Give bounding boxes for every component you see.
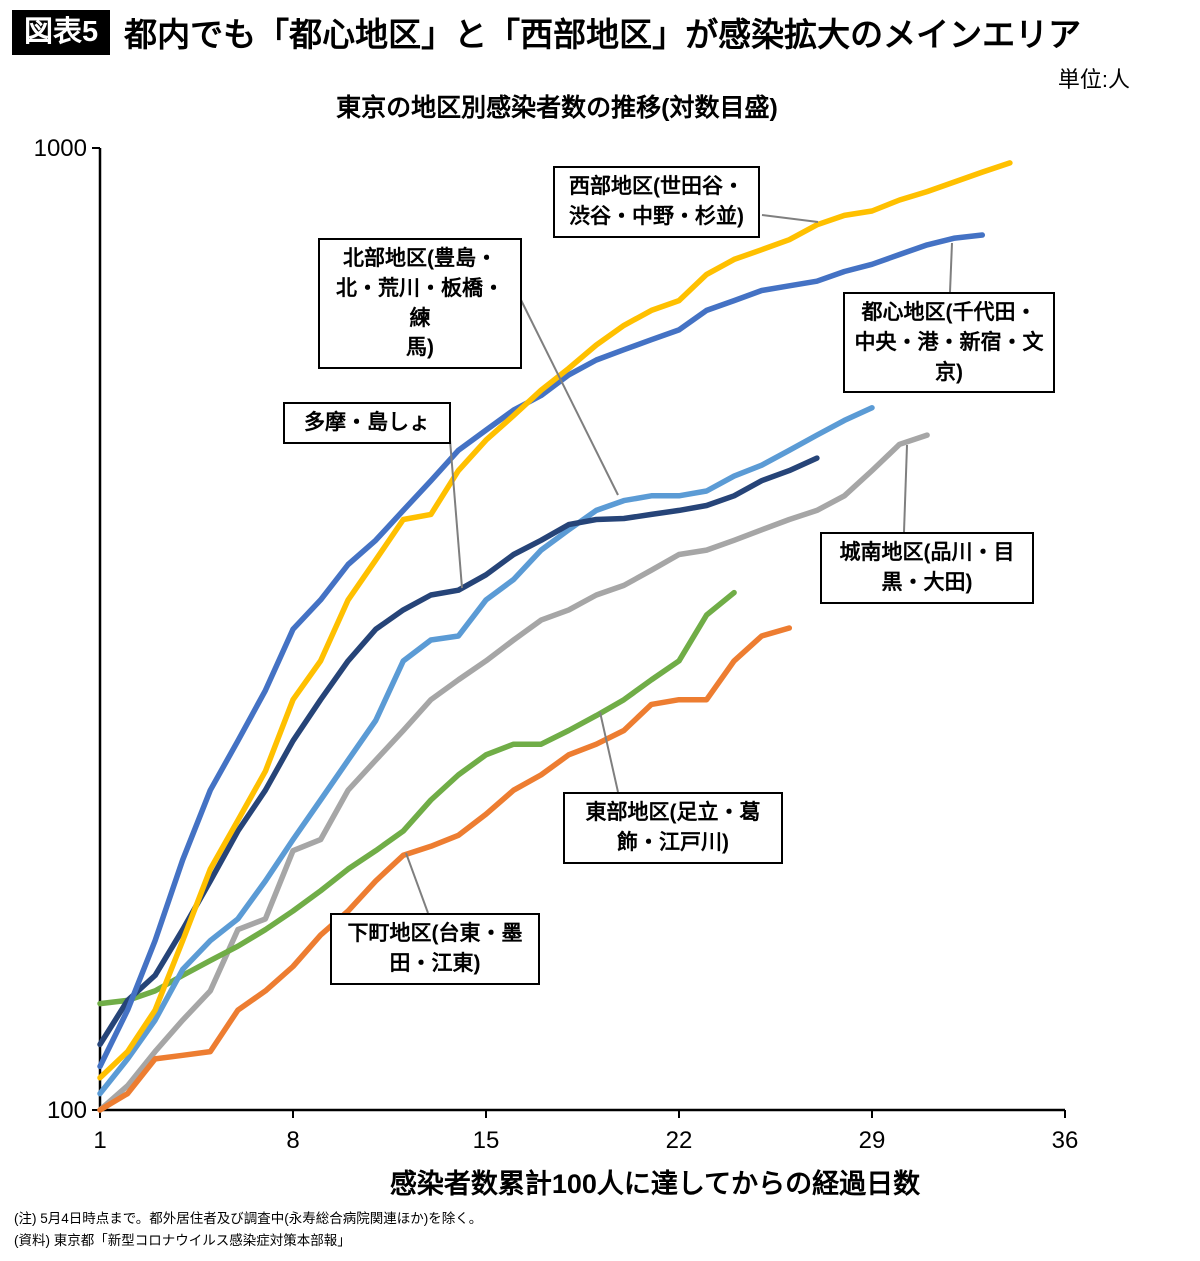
y-tick-label: 100 [47, 1097, 87, 1124]
series-label-tama-islands: 多摩・島しょ [283, 402, 451, 444]
x-tick-label: 8 [286, 1127, 299, 1154]
y-tick-label: 1000 [34, 135, 87, 162]
footnotes: (注) 5月4日時点まで。都外居住者及び調査中(永寿総合病院関連ほか)を除く。 … [14, 1208, 482, 1253]
series-line-6 [97, 160, 1013, 1081]
series-label-east-district: 東部地区(足立・葛 飾・江戸川) [563, 792, 783, 864]
chart-title: 東京の地区別感染者数の推移(対数目盛) [336, 94, 778, 122]
series-label-jonan-district: 城南地区(品川・目 黒・大田) [820, 532, 1034, 604]
series-line-5 [97, 232, 986, 1070]
callout-leader-0 [761, 214, 819, 223]
series-label-west-district: 西部地区(世田谷・ 渋谷・中野・杉並) [553, 166, 760, 238]
series-label-north-district: 北部地区(豊島・ 北・荒川・板橋・練 馬) [318, 238, 522, 370]
callout-leader-2 [949, 242, 953, 293]
x-axis-title: 感染者数累計100人に達してからの経過日数 [389, 1169, 921, 1199]
series-line-1 [97, 625, 793, 1113]
series-line-3 [97, 405, 875, 1097]
callout-leader-6 [405, 852, 429, 914]
series-label-central-district: 都心地区(千代田・ 中央・港・新宿・文 京) [843, 292, 1055, 394]
note-line-2: (資料) 東京都「新型コロナウイルス感染症対策本部報」 [14, 1233, 351, 1249]
callout-leader-3 [449, 439, 463, 589]
note-line-1: (注) 5月4日時点まで。都外居住者及び調査中(永寿総合病院関連ほか)を除く。 [14, 1211, 483, 1226]
series-label-shitamachi-district: 下町地区(台東・墨 田・江東) [330, 913, 540, 985]
callout-leader-5 [599, 711, 619, 793]
series-line-4 [97, 455, 820, 1048]
x-tick-label: 36 [1052, 1127, 1079, 1154]
callout-leader-4 [903, 444, 908, 533]
series-line-2 [97, 589, 737, 1007]
unit-label: 単位:人 [1057, 67, 1130, 92]
figure-number-badge: 図表5 [12, 9, 111, 55]
figure-header: 図表5 都内でも「都心地区」と「西部地区」が感染拡大のメインエリア [12, 8, 1081, 56]
x-tick-label: 22 [666, 1127, 693, 1154]
page-title: 都内でも「都心地区」と「西部地区」が感染拡大のメインエリア [124, 16, 1082, 53]
x-tick-label: 29 [859, 1127, 886, 1154]
x-tick-label: 1 [93, 1127, 106, 1154]
x-tick-label: 15 [473, 1127, 500, 1154]
callout-leader-1 [520, 299, 619, 496]
series-line-0 [97, 432, 930, 1113]
